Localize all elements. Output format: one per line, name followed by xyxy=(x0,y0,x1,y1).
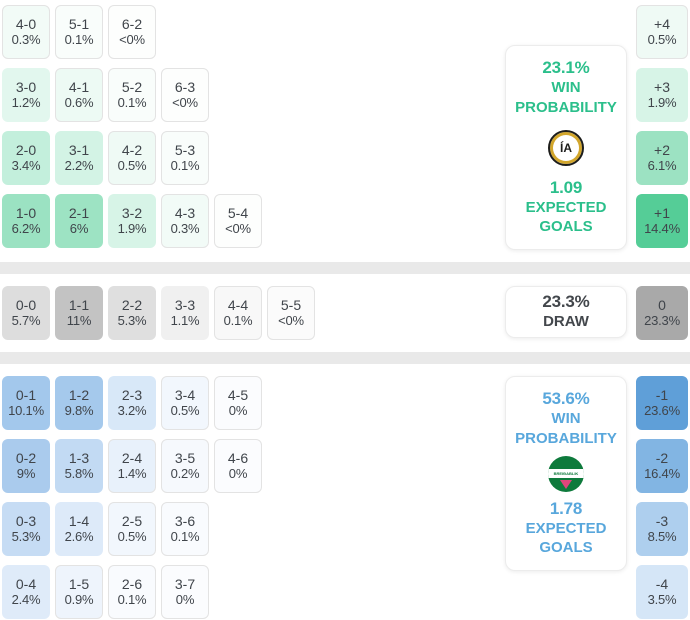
away-expected-goals-value: 1.78 xyxy=(549,498,583,518)
score-grid-row: 0-2 9% 1-3 5.8% 2-4 1.4% 3-5 0.2% 4-6 0% xyxy=(2,439,505,493)
score-cell: 4-3 0.3% xyxy=(161,194,209,248)
score-cell: 1-0 6.2% xyxy=(2,194,50,248)
score-cell: 3-5 0.2% xyxy=(161,439,209,493)
score-grid-row: 4-0 0.3% 5-1 0.1% 6-2 <0% xyxy=(2,5,505,59)
ia-logo-text: ÍA xyxy=(560,140,572,155)
score-cell: 3-4 0.5% xyxy=(161,376,209,430)
draw-probability-value: 23.3% xyxy=(542,292,590,312)
draw-goal-diff-column: 0 23.3% xyxy=(636,286,688,340)
score-cell: 4-6 0% xyxy=(214,439,262,493)
score-grid-row: 0-0 5.7% 1-1 11% 2-2 5.3% 3-3 1.1% 4-4 0.1% 5-5 <0% xyxy=(2,286,505,340)
score-cell: 2-3 3.2% xyxy=(108,376,156,430)
score-cell: 0-3 5.3% xyxy=(2,502,50,556)
home-panel-column: 23.1% WIN PROBABILITY ÍA 1.09 EXPECTED G… xyxy=(505,5,627,250)
score-cell: 4-0 0.3% xyxy=(2,5,50,59)
score-cell: 2-2 5.3% xyxy=(108,286,156,340)
goal-diff-cell: +3 1.9% xyxy=(636,68,688,122)
score-cell: 2-1 6% xyxy=(55,194,103,248)
home-win-probability-value: 23.1% xyxy=(542,58,590,77)
score-cell: 5-1 0.1% xyxy=(55,5,103,59)
score-cell: 4-1 0.6% xyxy=(55,68,103,122)
score-cell: 5-5 <0% xyxy=(267,286,315,340)
score-grid-row: 3-0 1.2% 4-1 0.6% 5-2 0.1% 6-3 <0% xyxy=(2,68,505,122)
away-panel-column: 53.6% WIN PROBABILITY BREIÐABLIK 1.78 EX… xyxy=(505,376,627,571)
away-goal-diff-column: -1 23.6% -2 16.4% -3 8.5% -4 3.5% xyxy=(636,376,688,619)
home-win-probability-group: 23.1% WIN PROBABILITY xyxy=(515,58,617,118)
score-cell: 0-0 5.7% xyxy=(2,286,50,340)
score-cell: 3-3 1.1% xyxy=(161,286,209,340)
away-expected-goals-label-1: EXPECTED xyxy=(525,519,607,537)
score-cell: 1-3 5.8% xyxy=(55,439,103,493)
score-cell: 4-2 0.5% xyxy=(108,131,156,185)
score-cell: 0-4 2.4% xyxy=(2,565,50,619)
draw-label: DRAW xyxy=(543,313,589,331)
score-cell: 1-1 11% xyxy=(55,286,103,340)
score-cell: 3-2 1.9% xyxy=(108,194,156,248)
draw-section: 0-0 5.7% 1-1 11% 2-2 5.3% 3-3 1.1% 4-4 0.1% 5-5 <0%… xyxy=(2,286,688,340)
goal-diff-cell: +4 0.5% xyxy=(636,5,688,59)
away-win-section: 0-1 10.1% 1-2 9.8% 2-3 3.2% 3-4 0.5% 4-5 0% 0-2 9% 1… xyxy=(2,376,688,619)
score-cell: 0-2 9% xyxy=(2,439,50,493)
goal-diff-cell: +2 6.1% xyxy=(636,131,688,185)
home-expected-goals-label-1: EXPECTED xyxy=(525,198,607,216)
score-cell: 2-6 0.1% xyxy=(108,565,156,619)
score-cell: 3-7 0% xyxy=(161,565,209,619)
draw-score-grid: 0-0 5.7% 1-1 11% 2-2 5.3% 3-3 1.1% 4-4 0.1% 5-5 <0% xyxy=(2,286,505,340)
score-cell: 3-1 2.2% xyxy=(55,131,103,185)
goal-diff-cell: +1 14.4% xyxy=(636,194,688,248)
home-score-grid: 4-0 0.3% 5-1 0.1% 6-2 <0% 3-0 1.2% 4-1 0.6% 5-2 0.1… xyxy=(2,5,505,248)
breidablik-team-logo: BREIÐABLIK xyxy=(548,455,584,492)
score-cell: 0-1 10.1% xyxy=(2,376,50,430)
goal-diff-cell: -3 8.5% xyxy=(636,502,688,556)
score-cell: 5-2 0.1% xyxy=(108,68,156,122)
away-score-grid: 0-1 10.1% 1-2 9.8% 2-3 3.2% 3-4 0.5% 4-5 0% 0-2 9% 1… xyxy=(2,376,505,619)
draw-panel: 23.3% DRAW xyxy=(505,286,627,338)
score-cell: 2-4 1.4% xyxy=(108,439,156,493)
goal-diff-cell: -2 16.4% xyxy=(636,439,688,493)
draw-panel-column: 23.3% DRAW xyxy=(505,286,627,338)
score-grid-row: 1-0 6.2% 2-1 6% 3-2 1.9% 4-3 0.3% 5-4 <0% xyxy=(2,194,505,248)
away-expected-goals-group: 1.78 EXPECTED GOALS xyxy=(526,499,607,559)
away-win-probability-value: 53.6% xyxy=(542,389,590,408)
home-win-panel: 23.1% WIN PROBABILITY ÍA 1.09 EXPECTED G… xyxy=(505,45,627,250)
breidablik-logo-text: BREIÐABLIK xyxy=(548,468,584,478)
goal-diff-cell: -4 3.5% xyxy=(636,565,688,619)
away-win-probability-group: 53.6% WIN PROBABILITY xyxy=(515,389,617,449)
score-cell: 1-2 9.8% xyxy=(55,376,103,430)
away-win-probability-label-1: WIN xyxy=(551,410,581,427)
score-cell: 5-4 <0% xyxy=(214,194,262,248)
away-win-panel: 53.6% WIN PROBABILITY BREIÐABLIK 1.78 EX… xyxy=(505,376,627,571)
home-win-probability-label-1: WIN xyxy=(551,79,581,96)
score-grid-row: 0-3 5.3% 1-4 2.6% 2-5 0.5% 3-6 0.1% xyxy=(2,502,505,556)
home-win-section: 4-0 0.3% 5-1 0.1% 6-2 <0% 3-0 1.2% 4-1 0.6% 5-2 0.1… xyxy=(2,5,688,250)
score-cell: 4-5 0% xyxy=(214,376,262,430)
score-cell: 1-5 0.9% xyxy=(55,565,103,619)
score-cell: 2-0 3.4% xyxy=(2,131,50,185)
score-cell: 4-4 0.1% xyxy=(214,286,262,340)
home-expected-goals-group: 1.09 EXPECTED GOALS xyxy=(526,178,607,238)
score-cell: 5-3 0.1% xyxy=(161,131,209,185)
score-grid-row: 0-1 10.1% 1-2 9.8% 2-3 3.2% 3-4 0.5% 4-5 0% xyxy=(2,376,505,430)
score-cell: 3-0 1.2% xyxy=(2,68,50,122)
score-grid-row: 2-0 3.4% 3-1 2.2% 4-2 0.5% 5-3 0.1% xyxy=(2,131,505,185)
ia-team-logo: ÍA xyxy=(548,129,584,166)
breidablik-logo-triangle xyxy=(560,479,572,489)
score-cell: 1-4 2.6% xyxy=(55,502,103,556)
section-divider xyxy=(0,352,690,364)
score-cell: 2-5 0.5% xyxy=(108,502,156,556)
score-cell: 6-3 <0% xyxy=(161,68,209,122)
home-expected-goals-label-2: GOALS xyxy=(539,218,593,236)
away-expected-goals-label-2: GOALS xyxy=(539,539,593,557)
score-grid-row: 0-4 2.4% 1-5 0.9% 2-6 0.1% 3-7 0% xyxy=(2,565,505,619)
score-cell: 3-6 0.1% xyxy=(161,502,209,556)
home-goal-diff-column: +4 0.5% +3 1.9% +2 6.1% +1 14.4% xyxy=(636,5,688,248)
home-expected-goals-value: 1.09 xyxy=(549,177,583,197)
away-win-probability-label-2: PROBABILITY xyxy=(515,429,617,447)
score-cell: 6-2 <0% xyxy=(108,5,156,59)
section-divider xyxy=(0,262,690,274)
home-win-probability-label-2: PROBABILITY xyxy=(515,98,617,116)
goal-diff-cell: 0 23.3% xyxy=(636,286,688,340)
goal-diff-cell: -1 23.6% xyxy=(636,376,688,430)
